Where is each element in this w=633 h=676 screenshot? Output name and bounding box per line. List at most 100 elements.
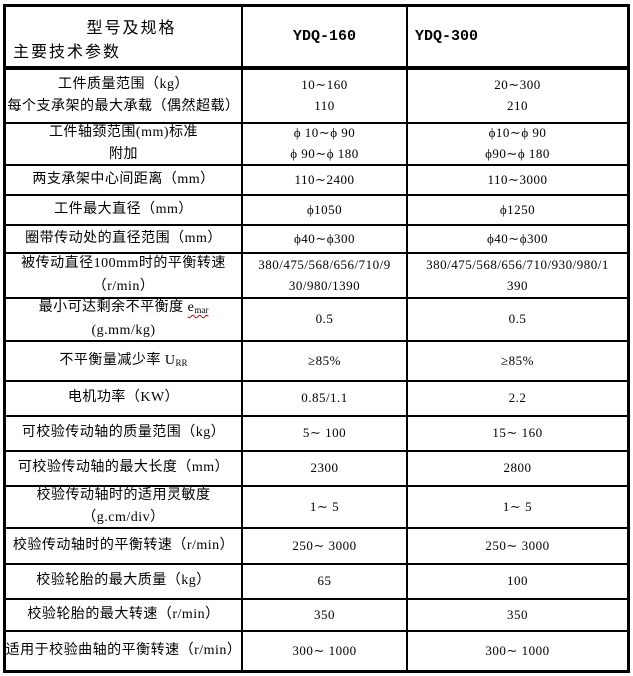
value-line: 2.2 (508, 390, 527, 406)
value-line: 250∼ 3000 (485, 537, 550, 553)
param-label-line: 电机功率（KW） (67, 390, 180, 406)
ydq160-value-cell: 110∼2400 (243, 166, 408, 194)
value-line: ϕ90∼ϕ 180 (485, 146, 550, 161)
value-line: 100 (507, 573, 528, 589)
param-label-line: 每个支承架的最大承载（偶然超载） (7, 99, 240, 114)
value-line: 350 (507, 606, 528, 622)
ydq300-value-cell: 250∼ 3000 (408, 529, 627, 563)
ydq300-value-cell: ≥85% (408, 342, 627, 380)
value-line: ϕ1250 (499, 201, 536, 217)
param-label-cell: 可校验传动轴的质量范围（kg） (6, 417, 243, 450)
params-header-label: 主要技术参数 (13, 44, 122, 61)
param-label-line: 不平衡量减少率 URR (59, 350, 187, 372)
ydq160-value-cell: ϕ 10∼ϕ 90 ϕ 90∼ϕ 180 (243, 124, 408, 164)
param-label-line: 被传动直径100mm时的平衡转速 (21, 256, 226, 272)
ydq160-value-cell: 1∼ 5 (243, 487, 408, 527)
ydq300-value-cell: 15∼ 160 (408, 417, 627, 450)
param-label-line: 附加 (109, 147, 138, 162)
param-label-cell: 最小可达剩余不平衡度 emar (g.mm/kg) (6, 299, 243, 340)
value-line: 300∼ 1000 (292, 642, 357, 658)
value-line: 1∼ 5 (309, 498, 340, 514)
param-label-line: 校验传动轴时的适用灵敏度 (36, 487, 211, 503)
param-label-cell: 校验轮胎的最大质量（kg） (6, 565, 243, 598)
ydq160-value-cell: 380/475/568/656/710/9 30/980/1390 (243, 254, 408, 297)
ydq160-value-cell: ϕ1050 (243, 196, 408, 224)
ydq160-value-cell: 300∼ 1000 (243, 632, 408, 670)
ydq160-value-cell: 5∼ 100 (243, 417, 408, 450)
header-row: 型号及规格 主要技术参数 YDQ-160 YDQ-300 (6, 7, 627, 68)
value-line: 2300 (310, 460, 339, 476)
value-line: 350 (314, 606, 335, 622)
param-label-cell: 圈带传动处的直径范围（mm） (6, 226, 243, 252)
value-line: 110 (314, 98, 335, 113)
param-label-line: 最小可达剩余不平衡度 emar (39, 299, 209, 320)
spec-row-tire-max-mass: 校验轮胎的最大质量（kg） 65 100 (6, 563, 627, 598)
symbol-base: U (164, 352, 176, 368)
spec-row-workpiece-mass: 工件质量范围（kg） 每个支承架的最大承载（偶然超载） 10∼160 110 2… (6, 68, 627, 122)
param-label-text: 不平衡量减少率 (59, 352, 161, 368)
spec-row-driveshaft-max-length: 可校验传动轴的最大长度（mm） 2300 2800 (6, 450, 627, 485)
ydq160-value-cell: 250∼ 3000 (243, 529, 408, 563)
value-line: 0.85/1.1 (301, 390, 348, 406)
ydq300-value-cell: 0.5 (408, 299, 627, 340)
param-label-line: 校验轮胎的最大转速（r/min） (27, 606, 220, 622)
value-line: ≥85% (308, 352, 341, 368)
ydq300-value-cell: 2.2 (408, 382, 627, 415)
param-label-text: 最小可达剩余不平衡度 (38, 300, 184, 316)
ydq160-value-cell: 65 (243, 565, 408, 598)
value-line: 250∼ 3000 (292, 537, 357, 553)
spec-row-motor-power: 电机功率（KW） 0.85/1.1 2.2 (6, 380, 627, 415)
ydq300-value-cell: 300∼ 1000 (408, 632, 627, 670)
ydq300-value-cell: 2800 (408, 452, 627, 485)
value-line: 2800 (503, 460, 532, 476)
param-unit-line: (g.mm/kg) (91, 322, 156, 338)
spec-row-driveshaft-balancing-speed: 校验传动轴时的平衡转速（r/min） 250∼ 3000 250∼ 3000 (6, 527, 627, 563)
column-header-ydq160: YDQ-160 (243, 7, 408, 66)
param-label-line: 适用于校验曲轴的平衡转速（r/min） (6, 642, 242, 658)
spec-row-support-distance: 两支承架中心间距离（mm） 110∼2400 110∼3000 (6, 164, 627, 194)
ydq160-value-cell: 2300 (243, 452, 408, 485)
spec-row-balancing-speed-100mm: 被传动直径100mm时的平衡转速 （r/min） 380/475/568/656… (6, 252, 627, 297)
param-label-cell: 校验轮胎的最大转速（r/min） (6, 600, 243, 630)
ydq300-value-cell: 110∼3000 (408, 166, 627, 194)
param-label-cell: 工件轴颈范围(mm)标准 附加 (6, 124, 243, 164)
param-label-line: 两支承架中心间距离（mm） (32, 171, 215, 187)
param-label-cell: 两支承架中心间距离（mm） (6, 166, 243, 194)
ydq300-value-cell: ϕ1250 (408, 196, 627, 224)
ydq300-value-cell: 20∼300 210 (408, 70, 627, 122)
models-header-label: 型号及规格 (86, 20, 177, 37)
param-label-cell: 被传动直径100mm时的平衡转速 （r/min） (6, 254, 243, 297)
param-label-line: 校验传动轴时的平衡转速（r/min） (12, 537, 235, 553)
ydq300-value-cell: 350 (408, 600, 627, 630)
spec-row-driveshaft-sensitivity: 校验传动轴时的适用灵敏度 （g.cm/div） 1∼ 5 1∼ 5 (6, 485, 627, 527)
ydq160-value-cell: 0.85/1.1 (243, 382, 408, 415)
param-label-line: 可校验传动轴的最大长度（mm） (17, 460, 230, 476)
column-header-ydq300: YDQ-300 (415, 28, 479, 45)
param-label-cell: 不平衡量减少率 URR (6, 342, 243, 380)
value-line: 390 (507, 277, 528, 293)
param-label-line: 工件质量范围（kg） (58, 76, 189, 92)
value-line: 300∼ 1000 (485, 642, 550, 658)
param-label-cell: 可校验传动轴的最大长度（mm） (6, 452, 243, 485)
value-line: 110∼3000 (487, 171, 548, 187)
spec-row-belt-drive-diameter: 圈带传动处的直径范围（mm） ϕ40∼ϕ300 ϕ40∼ϕ300 (6, 224, 627, 252)
param-label-cell: 工件质量范围（kg） 每个支承架的最大承载（偶然超载） (6, 70, 243, 122)
value-line: ϕ40∼ϕ300 (293, 230, 356, 246)
param-label-cell: 校验传动轴时的适用灵敏度 （g.cm/div） (6, 487, 243, 527)
value-line: 1∼ 5 (502, 498, 533, 514)
value-line: 15∼ 160 (492, 425, 543, 441)
spec-row-max-diameter: 工件最大直径（mm） ϕ1050 ϕ1250 (6, 194, 627, 224)
value-line: 10∼160 (301, 77, 348, 93)
value-line: 380/475/568/656/710/930/980/1 (426, 256, 609, 272)
param-label-cell: 适用于校验曲轴的平衡转速（r/min） (6, 632, 243, 670)
value-line: 110∼2400 (294, 171, 355, 187)
param-label-line: 校验轮胎的最大质量（kg） (36, 573, 211, 589)
corner-header-cell: 型号及规格 主要技术参数 (6, 7, 243, 66)
value-line: ϕ 90∼ϕ 180 (290, 146, 359, 161)
emar-symbol: emar (188, 300, 209, 315)
symbol-base: e (187, 300, 195, 316)
value-line: ϕ40∼ϕ300 (486, 230, 549, 246)
param-label-line: （r/min） (92, 278, 155, 294)
value-line: ϕ 10∼ϕ 90 (293, 125, 356, 141)
